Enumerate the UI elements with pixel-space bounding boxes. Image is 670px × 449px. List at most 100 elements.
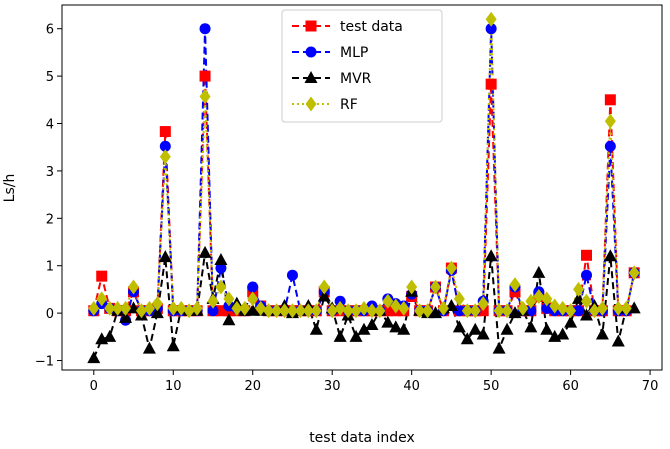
data-point-rf <box>525 293 537 309</box>
y-tick-label: −1 <box>35 355 54 370</box>
data-point-rf <box>366 303 378 319</box>
x-tick-label: 10 <box>165 379 182 394</box>
data-point-mvr <box>222 313 236 326</box>
data-point-mvr <box>142 341 156 354</box>
legend-marker-mvr <box>304 71 318 83</box>
data-point-rf <box>406 279 418 295</box>
data-point-mlp <box>604 140 616 152</box>
legend-label-mlp: MLP <box>340 45 368 61</box>
data-point-rf <box>159 149 171 165</box>
x-tick-label: 60 <box>562 379 579 394</box>
data-point-rf <box>143 300 155 316</box>
data-point-rf <box>430 279 442 295</box>
data-point-test-data <box>215 305 227 317</box>
legend-marker-rf <box>305 96 317 112</box>
y-axis-ticks: −1 0 1 2 3 4 5 6 <box>35 23 62 370</box>
data-point-rf <box>588 303 600 319</box>
y-axis-label: Ls/h <box>2 174 18 203</box>
plot-frame <box>61 4 663 371</box>
series-markers <box>87 11 641 364</box>
data-point-mvr <box>365 317 379 330</box>
x-tick-label: 20 <box>244 379 261 394</box>
data-point-test-data <box>382 305 394 317</box>
data-point-rf <box>628 265 640 281</box>
data-point-rf <box>128 279 140 295</box>
data-point-mvr <box>595 327 609 340</box>
data-point-rf <box>390 298 402 314</box>
data-point-rf <box>239 300 251 316</box>
data-point-mlp <box>207 305 219 317</box>
y-tick-label: 4 <box>46 118 54 133</box>
data-point-mvr <box>214 253 228 266</box>
data-point-mlp <box>573 305 585 317</box>
data-point-rf <box>326 303 338 319</box>
data-point-rf <box>485 11 497 27</box>
data-point-mvr <box>564 315 578 328</box>
legend-label-mvr: MVR <box>340 71 372 87</box>
data-point-rf <box>533 289 545 305</box>
data-point-rf <box>191 300 203 316</box>
data-point-mlp <box>199 23 211 35</box>
data-point-rf <box>294 303 306 319</box>
data-point-rf <box>318 279 330 295</box>
data-point-rf <box>96 291 108 307</box>
data-point-rf <box>263 303 275 319</box>
data-point-rf <box>493 303 505 319</box>
data-point-rf <box>374 303 386 319</box>
data-point-mvr <box>580 308 594 321</box>
data-point-rf <box>557 300 569 316</box>
data-point-test-data <box>199 70 211 82</box>
data-point-mlp <box>485 23 497 35</box>
data-point-mvr <box>500 322 514 335</box>
data-point-rf <box>573 281 585 297</box>
data-point-rf <box>477 296 489 312</box>
data-point-mvr <box>611 334 625 347</box>
data-point-mlp <box>215 262 227 274</box>
data-point-rf <box>167 300 179 316</box>
data-point-rf <box>104 300 116 316</box>
data-point-mlp <box>453 305 465 317</box>
data-point-rf <box>271 303 283 319</box>
data-point-mvr <box>492 341 506 354</box>
data-point-mvr <box>333 329 347 342</box>
data-point-mvr <box>389 320 403 333</box>
data-point-rf <box>398 300 410 316</box>
series-points-rf <box>88 11 640 319</box>
data-point-rf <box>469 303 481 319</box>
data-point-rf <box>88 300 100 316</box>
legend-marker-mlp <box>305 46 317 58</box>
data-point-rf <box>151 296 163 312</box>
data-point-mlp <box>286 269 298 281</box>
y-tick-label: 6 <box>46 23 54 38</box>
data-point-mvr <box>540 322 554 335</box>
legend: test data MLP MVR RF <box>281 9 443 123</box>
data-point-mvr <box>158 250 172 263</box>
legend-box <box>281 9 443 123</box>
data-point-mvr <box>198 245 212 258</box>
data-point-test-data <box>581 249 593 261</box>
data-point-rf <box>310 303 322 319</box>
data-point-test-data <box>159 126 171 138</box>
data-point-mvr <box>603 249 617 262</box>
data-point-mvr <box>484 249 498 262</box>
data-point-mvr <box>317 289 331 302</box>
data-point-rf <box>350 303 362 319</box>
data-point-rf <box>135 303 147 319</box>
data-point-rf <box>445 260 457 276</box>
x-tick-label: 0 <box>90 379 98 394</box>
data-point-mvr <box>468 322 482 335</box>
y-tick-label: 1 <box>46 260 54 275</box>
data-point-rf <box>509 277 521 293</box>
legend-marker-test-data <box>305 20 317 32</box>
data-point-mvr <box>429 306 443 319</box>
data-point-rf <box>279 303 291 319</box>
data-point-rf <box>358 300 370 316</box>
data-point-mlp <box>159 140 171 152</box>
data-point-rf <box>231 300 243 316</box>
data-point-rf <box>183 303 195 319</box>
data-point-mvr <box>627 301 641 314</box>
data-point-test-data <box>485 78 497 90</box>
data-point-mvr <box>103 329 117 342</box>
data-point-mvr <box>397 322 411 335</box>
